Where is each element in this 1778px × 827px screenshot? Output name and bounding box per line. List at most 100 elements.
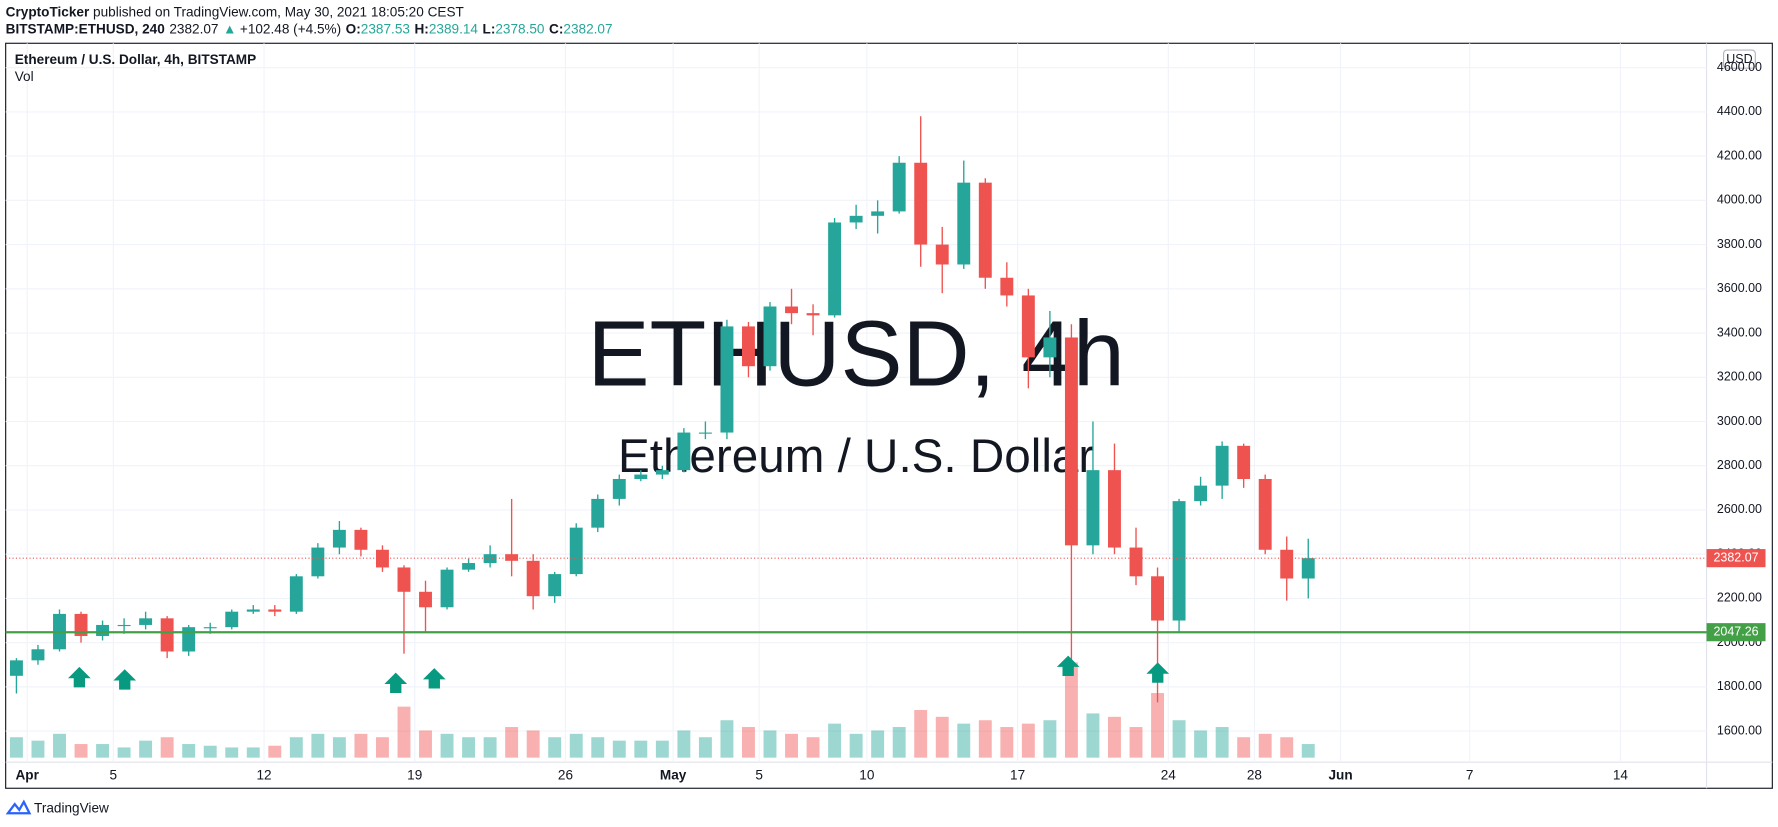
volume-bar bbox=[1064, 662, 1078, 758]
volume-bar bbox=[742, 727, 755, 758]
y-tick-label: 2600.00 bbox=[1717, 502, 1762, 516]
candle-body bbox=[1280, 549, 1294, 579]
volume-bar bbox=[1237, 737, 1251, 758]
candle-body bbox=[268, 609, 282, 612]
volume-bar bbox=[698, 737, 712, 758]
volume-bar bbox=[763, 730, 777, 758]
x-tick-label: 19 bbox=[407, 767, 422, 782]
candle-body bbox=[1000, 277, 1014, 296]
candle-body bbox=[311, 547, 325, 577]
candle-body bbox=[785, 306, 798, 314]
candle-body bbox=[591, 498, 605, 528]
x-tick-label: 26 bbox=[558, 767, 573, 782]
logo bbox=[5, 799, 32, 815]
chart-frame bbox=[5, 42, 1773, 789]
volume-bar bbox=[160, 737, 174, 758]
volume-bar bbox=[828, 723, 842, 758]
volume-bar bbox=[1021, 723, 1035, 758]
candle-body bbox=[892, 162, 906, 212]
volume-bar bbox=[935, 716, 949, 758]
header-line2: BITSTAMP:ETHUSD, 240 2382.07 ▲ +102.48 (+4.… bbox=[6, 21, 613, 36]
volume-bar bbox=[1301, 744, 1315, 758]
x-tick-label: 17 bbox=[1010, 767, 1025, 782]
y-tick-label: 1600.00 bbox=[1717, 723, 1762, 737]
x-tick-label: 7 bbox=[1466, 767, 1474, 782]
candle-body bbox=[505, 554, 519, 561]
volume-bar bbox=[1151, 693, 1164, 758]
candle-body bbox=[160, 618, 174, 652]
h-label: H: bbox=[414, 21, 428, 36]
volume-bar bbox=[74, 744, 88, 758]
volume-bar bbox=[203, 745, 217, 758]
candle-body bbox=[957, 182, 971, 265]
volume-bar bbox=[1215, 727, 1229, 758]
y-tick-label: 1800.00 bbox=[1717, 679, 1762, 693]
last: 2382.07 bbox=[169, 21, 218, 36]
candle-body bbox=[634, 474, 648, 479]
y-tick-label: 3000.00 bbox=[1717, 414, 1762, 428]
hline-label: 2047.26 bbox=[1714, 624, 1759, 638]
volume-legend: Vol bbox=[15, 69, 34, 84]
candle-body bbox=[225, 611, 239, 628]
candle-body bbox=[1301, 558, 1315, 579]
candle-body bbox=[871, 211, 885, 216]
candle-body bbox=[246, 609, 260, 612]
candle-body bbox=[978, 182, 992, 278]
volume-bar bbox=[892, 727, 906, 758]
candle-body bbox=[742, 326, 755, 367]
volume-bar bbox=[612, 740, 626, 758]
candle-body bbox=[1108, 470, 1121, 548]
y-tick-label: 3800.00 bbox=[1717, 237, 1762, 251]
h-value: 2389.14 bbox=[429, 21, 479, 36]
volume-bar bbox=[1129, 727, 1143, 758]
candle-body bbox=[612, 478, 626, 499]
candle-body bbox=[849, 215, 863, 223]
volume-bar bbox=[268, 745, 282, 758]
volume-bar bbox=[1258, 733, 1272, 758]
arrow-marker bbox=[68, 666, 91, 688]
volume-bar bbox=[785, 733, 798, 758]
volume-bar bbox=[1108, 716, 1121, 758]
volume-bar bbox=[1194, 730, 1208, 758]
candle-body bbox=[806, 313, 820, 316]
volume-bar bbox=[957, 723, 971, 758]
y-tick-label: 4600.00 bbox=[1717, 60, 1762, 74]
arrows bbox=[68, 655, 1170, 694]
c-value: 2382.07 bbox=[563, 21, 612, 36]
candle-body bbox=[117, 624, 131, 627]
x-tick-label: 12 bbox=[256, 767, 271, 782]
volume-bar bbox=[139, 740, 153, 758]
candle-body bbox=[462, 563, 476, 570]
candle-body bbox=[935, 244, 949, 265]
grid bbox=[5, 43, 1707, 763]
candle-body bbox=[763, 306, 777, 367]
candle-body bbox=[1064, 337, 1078, 546]
volume-bar bbox=[117, 747, 131, 758]
arrow-marker bbox=[1146, 662, 1170, 683]
plot bbox=[9, 116, 1315, 758]
arrow-marker bbox=[422, 668, 446, 689]
candle-body bbox=[1151, 576, 1164, 621]
candle-body bbox=[526, 560, 540, 597]
candle-body bbox=[31, 649, 45, 661]
y-tick-label: 2200.00 bbox=[1717, 591, 1762, 605]
symbol: BITSTAMP:ETHUSD, 240 bbox=[6, 21, 165, 36]
o-label: O: bbox=[346, 21, 361, 36]
candle-body bbox=[569, 527, 583, 575]
y-tick-label: 4000.00 bbox=[1717, 193, 1762, 207]
x-tick-label: 10 bbox=[859, 767, 875, 782]
y-tick-label: 3400.00 bbox=[1717, 325, 1762, 339]
arrow: ▲ bbox=[223, 21, 236, 36]
last-price-tag bbox=[1706, 549, 1766, 568]
currency-box bbox=[1723, 49, 1756, 69]
volume-bar bbox=[569, 733, 583, 758]
candle-body bbox=[1258, 478, 1272, 550]
volume-bar bbox=[849, 733, 863, 758]
volume-bar bbox=[311, 733, 325, 758]
candle-body bbox=[9, 660, 23, 676]
volume-bar bbox=[1000, 727, 1014, 758]
l-label: L: bbox=[483, 21, 496, 36]
volume-bar bbox=[806, 737, 820, 758]
volume-bar bbox=[419, 730, 432, 758]
